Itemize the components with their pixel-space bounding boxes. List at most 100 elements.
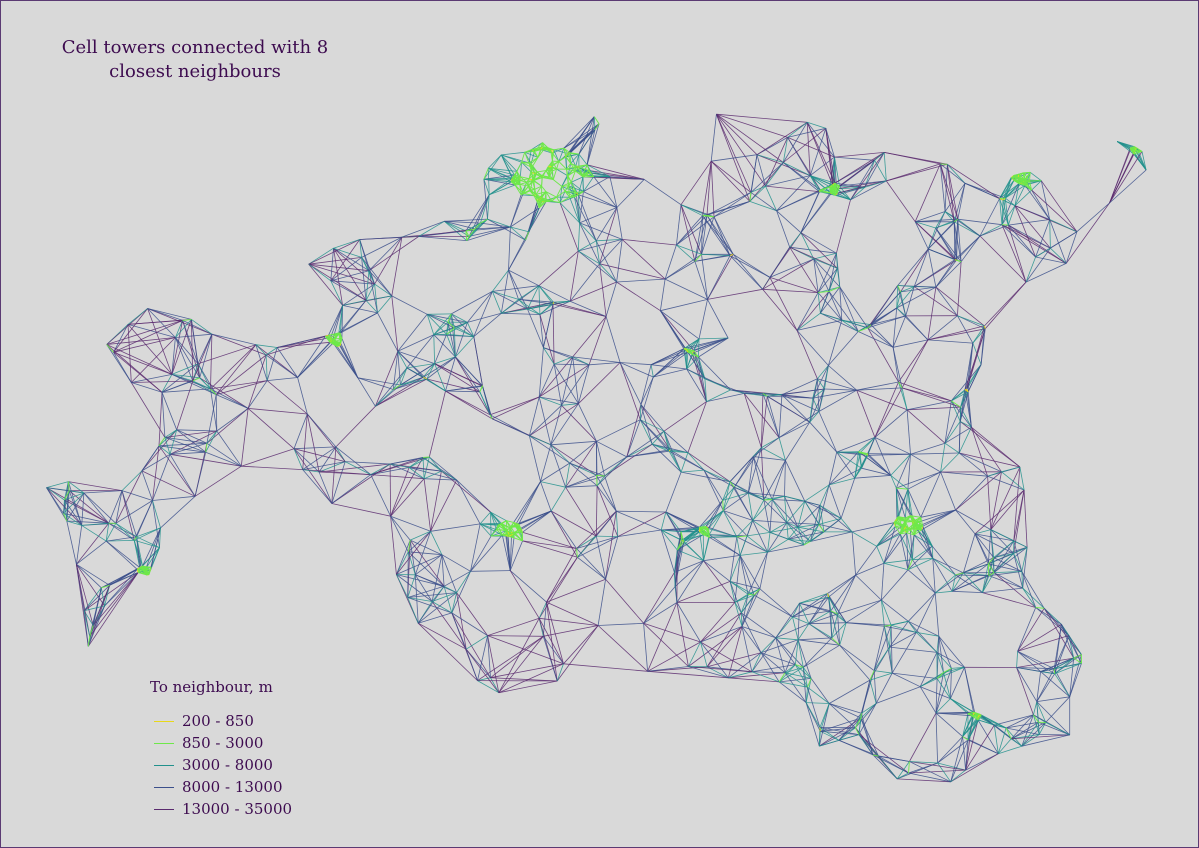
network-edge bbox=[787, 127, 826, 138]
network-edge bbox=[694, 261, 708, 300]
network-edge bbox=[568, 185, 584, 192]
network-edge bbox=[377, 312, 399, 352]
network-edge bbox=[909, 761, 966, 771]
network-edge bbox=[896, 286, 915, 309]
network-edge bbox=[747, 456, 754, 493]
network-edge bbox=[1040, 180, 1078, 232]
network-edge bbox=[752, 520, 771, 533]
network-edge bbox=[775, 637, 796, 665]
network-edge bbox=[850, 160, 875, 201]
network-edge bbox=[522, 540, 578, 558]
network-edge bbox=[896, 285, 899, 309]
network-edge bbox=[914, 221, 956, 260]
network-edge bbox=[561, 364, 590, 406]
network-edge bbox=[192, 380, 211, 390]
network-edge bbox=[912, 534, 915, 560]
network-edge bbox=[247, 408, 295, 450]
network-edge bbox=[390, 515, 431, 532]
network-edge bbox=[194, 452, 207, 497]
network-edge bbox=[825, 128, 835, 158]
network-edge bbox=[407, 592, 457, 598]
network-edge bbox=[583, 191, 618, 208]
network-edge bbox=[919, 521, 923, 531]
network-edge bbox=[803, 637, 833, 668]
network-edge bbox=[492, 285, 539, 292]
network-edge bbox=[169, 453, 242, 467]
network-edge bbox=[433, 327, 455, 336]
network-edge bbox=[361, 236, 403, 258]
network-edge bbox=[531, 142, 543, 151]
network-edge bbox=[951, 574, 956, 592]
network-edge bbox=[982, 592, 1036, 608]
network-edge bbox=[703, 469, 735, 488]
network-edge bbox=[851, 531, 856, 576]
network-edge bbox=[797, 501, 806, 528]
network-edge bbox=[693, 337, 729, 352]
network-edge bbox=[377, 295, 393, 314]
network-edge bbox=[957, 315, 974, 344]
network-edge bbox=[409, 539, 445, 587]
network-edge bbox=[808, 610, 832, 625]
network-edge bbox=[521, 161, 533, 168]
network-edge bbox=[982, 575, 990, 593]
network-edge bbox=[426, 314, 447, 335]
network-edge bbox=[599, 263, 617, 283]
network-edge bbox=[191, 319, 199, 364]
network-edge bbox=[306, 413, 346, 462]
network-edge bbox=[950, 753, 999, 783]
network-edge bbox=[578, 194, 597, 241]
network-edge bbox=[538, 285, 571, 302]
network-edge bbox=[480, 218, 488, 224]
network-edge bbox=[194, 465, 242, 497]
network-edge bbox=[487, 635, 500, 693]
network-edge bbox=[837, 613, 841, 646]
network-edge bbox=[488, 181, 512, 196]
network-edge bbox=[146, 566, 151, 569]
network-edge bbox=[370, 474, 391, 517]
network-edge bbox=[974, 533, 995, 558]
network-edge bbox=[743, 393, 762, 448]
network-edge bbox=[698, 337, 729, 340]
network-edge bbox=[809, 388, 825, 423]
network-edge bbox=[808, 596, 830, 624]
network-edge bbox=[792, 596, 829, 618]
network-edge bbox=[451, 571, 471, 614]
network-edge bbox=[164, 437, 206, 453]
network-edge bbox=[1069, 663, 1082, 697]
network-edge bbox=[825, 128, 836, 184]
network-edge bbox=[596, 485, 617, 512]
network-edge bbox=[211, 333, 267, 356]
network-edge bbox=[733, 456, 754, 488]
network-edge bbox=[409, 467, 442, 472]
network-edge bbox=[806, 702, 830, 704]
network-edge bbox=[776, 175, 811, 212]
network-edge bbox=[473, 336, 483, 386]
network-edge bbox=[694, 215, 708, 262]
network-edge bbox=[699, 510, 724, 528]
network-edge bbox=[357, 377, 401, 386]
network-edge bbox=[940, 452, 960, 473]
network-edge bbox=[418, 622, 467, 650]
network-edge bbox=[1049, 219, 1078, 233]
network-edge bbox=[953, 183, 966, 222]
network-edge bbox=[306, 413, 337, 448]
network-edge bbox=[680, 204, 696, 262]
network-edge bbox=[302, 413, 308, 470]
network-edge bbox=[796, 292, 819, 331]
network-edge bbox=[621, 239, 666, 280]
network-edge bbox=[578, 240, 597, 252]
network-edge bbox=[265, 336, 326, 356]
network-edge bbox=[827, 574, 856, 594]
network-edge bbox=[543, 302, 554, 348]
network-edge bbox=[979, 235, 1027, 283]
network-edge bbox=[434, 363, 446, 392]
network-edge bbox=[192, 380, 217, 395]
network-edge bbox=[806, 122, 836, 184]
network-edge bbox=[781, 388, 825, 396]
network-edge bbox=[709, 536, 741, 556]
network-edge bbox=[365, 283, 375, 301]
network-edge bbox=[687, 452, 705, 471]
network-edge bbox=[164, 429, 177, 438]
network-edge bbox=[539, 396, 562, 406]
network-edge bbox=[483, 154, 502, 180]
